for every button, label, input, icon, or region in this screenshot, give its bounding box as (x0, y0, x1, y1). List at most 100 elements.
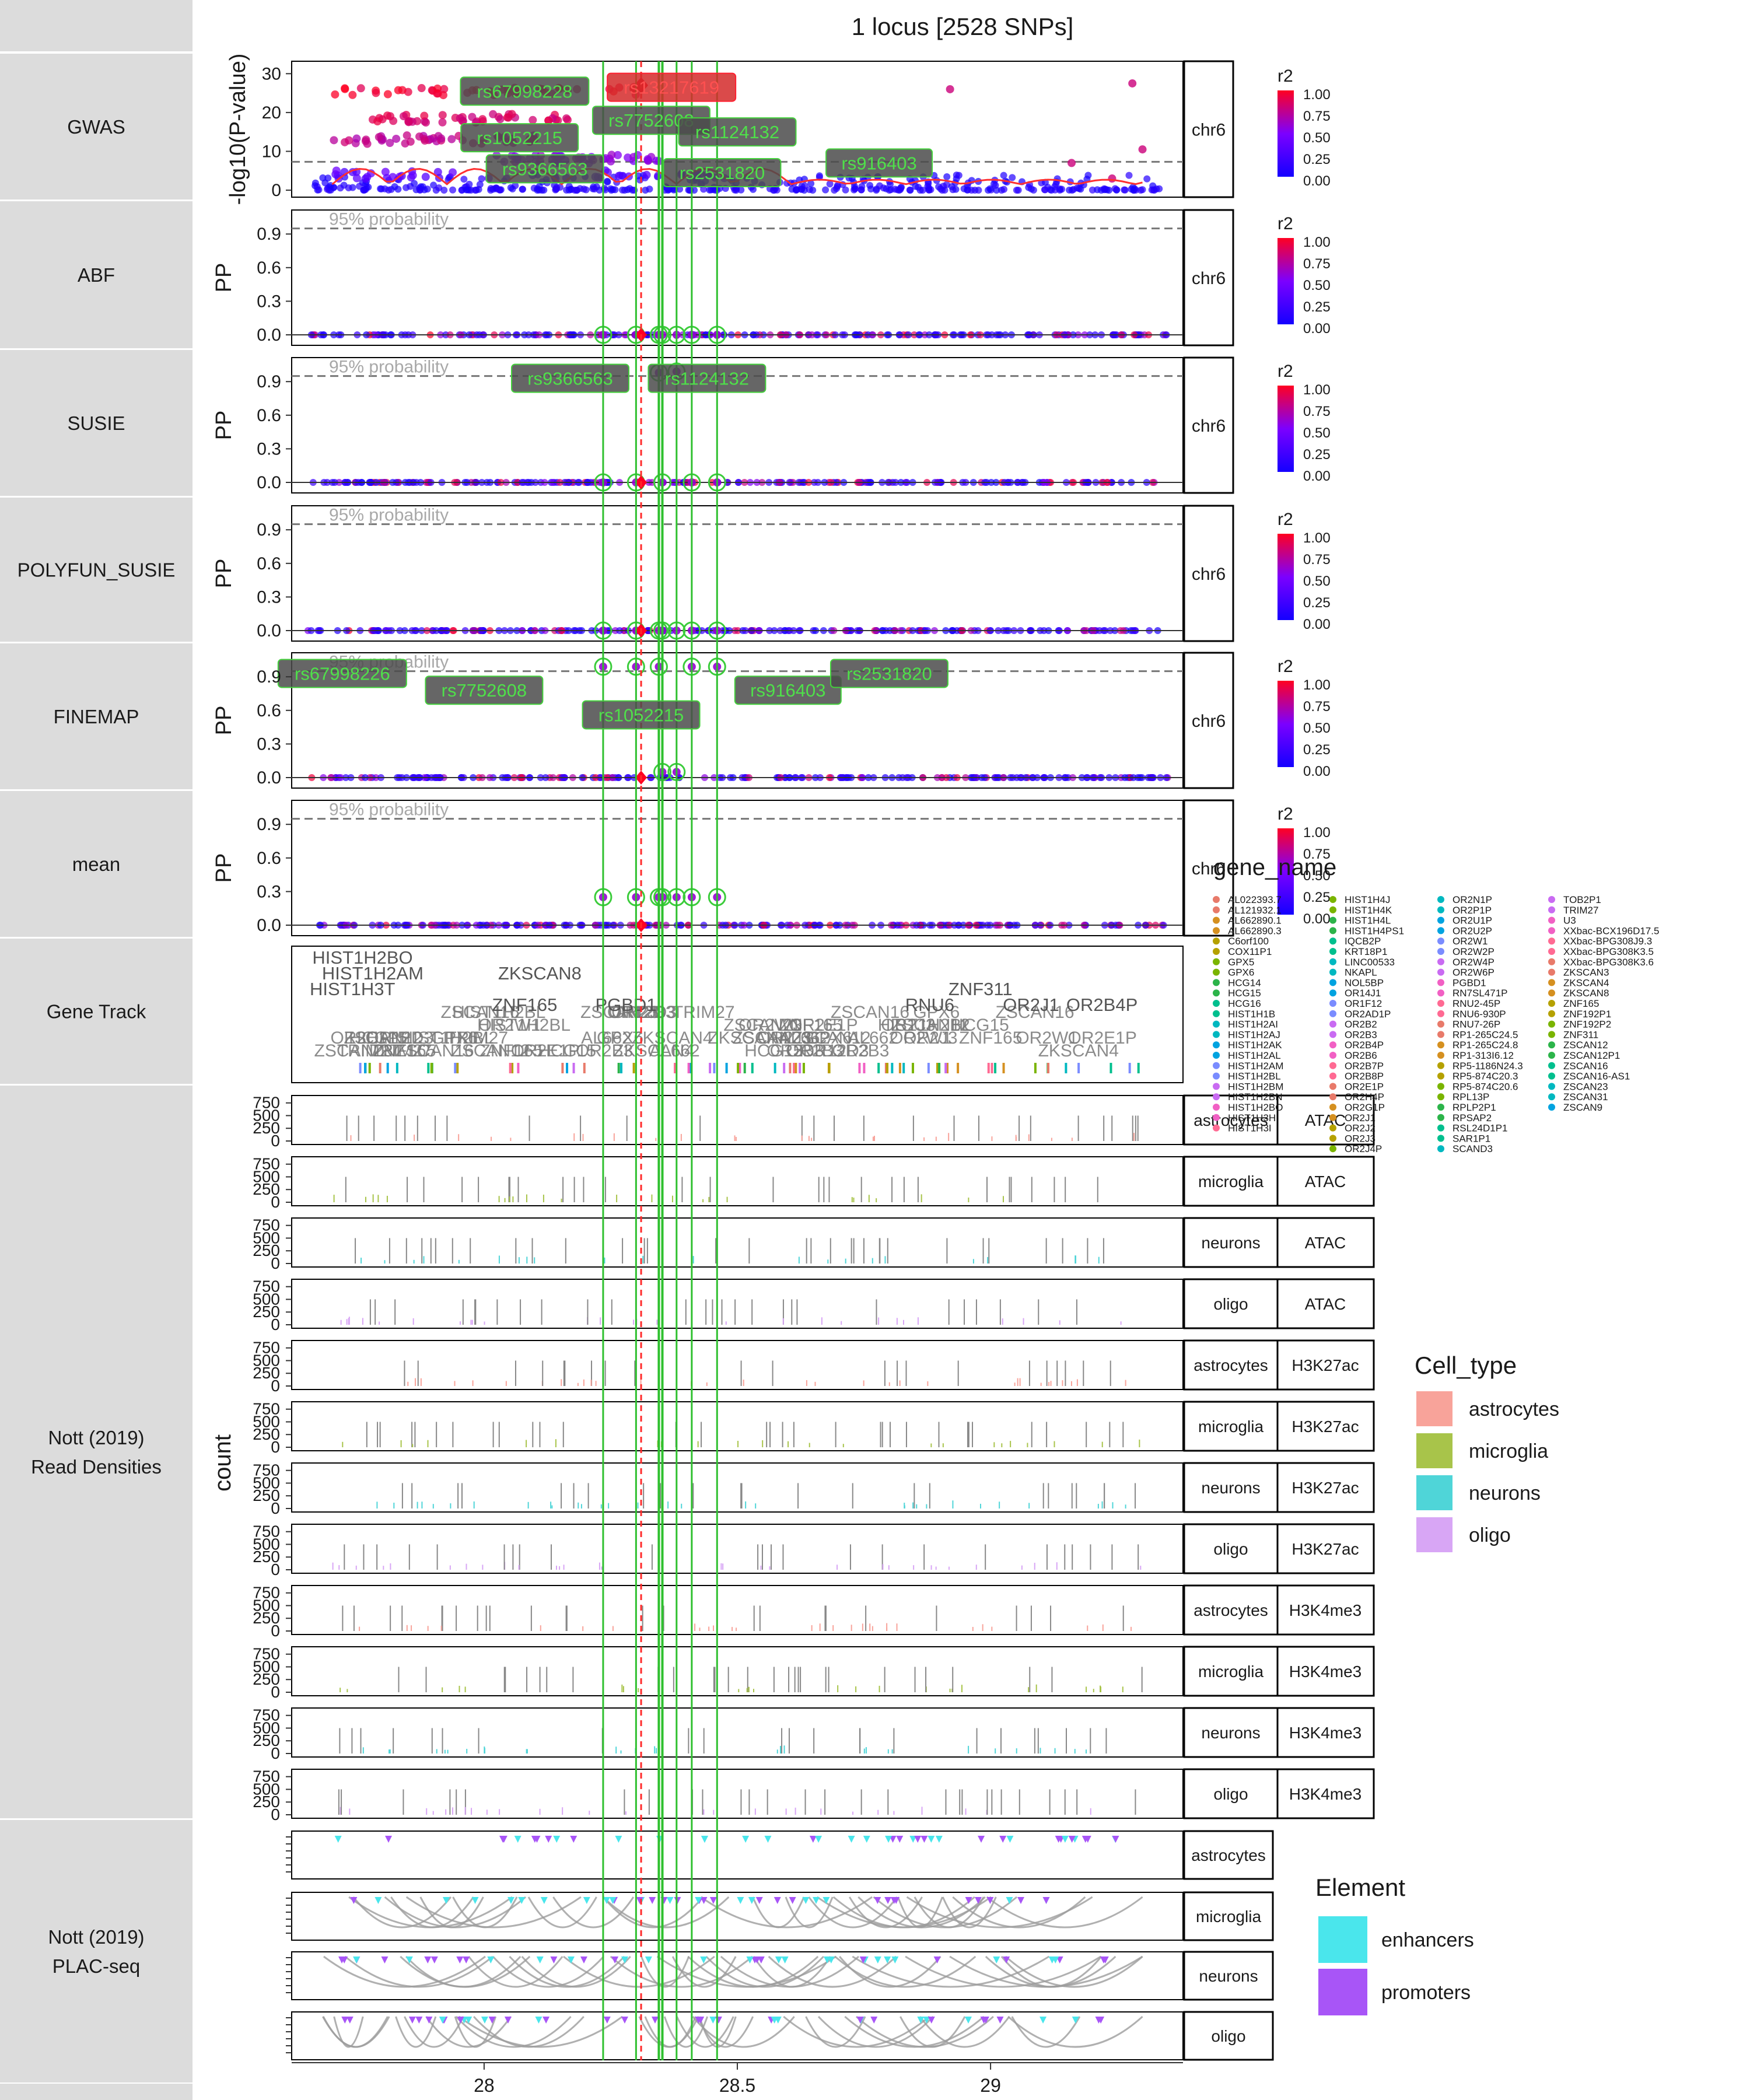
element-legend-key (1318, 1969, 1367, 2015)
density-assay-label: ATAC (1305, 1172, 1346, 1191)
gene-name-legend-key (1437, 1135, 1444, 1142)
gwas-point (642, 170, 651, 179)
r2-legend-title: r2 (1278, 804, 1293, 824)
gene-name-legend-key (1437, 1010, 1444, 1017)
gwas-point (319, 174, 327, 181)
gene-name-legend-label: ZKSCAN3 (1563, 967, 1609, 978)
gene-label-overlap: HIST1H2BL (400, 1028, 494, 1048)
plac-cell-label: neurons (1199, 1967, 1258, 1985)
gwas-snp-label: rs1124132 (695, 122, 779, 142)
plac-anchor (1040, 2017, 1047, 2024)
pp-y-axis-label: PP (212, 559, 236, 589)
plac-anchor (917, 2017, 925, 2024)
gene-name-legend-key (1329, 896, 1336, 903)
gene-name-legend-label: TOB2P1 (1563, 894, 1601, 905)
gene-name-legend-key (1437, 916, 1444, 924)
plac-anchor (567, 1957, 575, 1964)
plac-anchor (742, 1836, 750, 1843)
row-label: PLAC-seq (52, 1955, 140, 1977)
gwas-point (337, 184, 344, 192)
gwas-point (769, 186, 777, 194)
plac-arc (985, 1955, 1116, 1988)
gwas-point (842, 186, 849, 194)
plac-anchor (874, 1897, 881, 1904)
pp-y-tick-label: 0.3 (257, 882, 281, 901)
density-assay-strip (1276, 1462, 1375, 1513)
gwas-point (345, 184, 352, 192)
gwas-point (433, 84, 442, 93)
gene-name-legend-label: XXbac-BPG308K3.6 (1563, 957, 1654, 968)
gene-name-legend-key (1437, 1145, 1444, 1153)
density-panel-frame (291, 1095, 1184, 1145)
gene-name-legend-key (1213, 1062, 1220, 1069)
density-y-tick-label: 500 (253, 1657, 280, 1675)
gene-name-legend-label: OR2G1P (1345, 1102, 1385, 1113)
gwas-point (562, 114, 571, 123)
plac-anchor (928, 1836, 935, 1843)
r2-legend-tick: 0.50 (1303, 720, 1331, 736)
plac-arc (687, 1955, 819, 1988)
gwas-point (496, 186, 503, 194)
pp-y-tick-label: 0.3 (257, 439, 281, 459)
row-label: GWAS (67, 116, 125, 138)
density-y-tick-label: 500 (253, 1474, 280, 1492)
density-y-tick-label: 500 (253, 1535, 280, 1553)
gwas-y-tick-label: 0 (271, 181, 281, 200)
plac-anchor (774, 1897, 781, 1904)
plac-anchor (856, 2017, 864, 2024)
gwas-point (438, 118, 447, 127)
r2-legend-tick: 0.75 (1303, 552, 1331, 568)
gene-name-legend-key (1329, 958, 1336, 965)
gene-label-overlap: ZSCAN12 (891, 1016, 970, 1035)
plac-anchor (621, 1957, 628, 1964)
gene-name-legend-label: HIST1H2AM (1228, 1060, 1283, 1072)
gene-name-legend-key (1437, 979, 1444, 986)
gene-label: ZNF165 (492, 995, 557, 1015)
r2-legend-bar (1278, 828, 1294, 915)
gwas-point (1014, 186, 1022, 194)
plac-arc (458, 2015, 623, 2048)
gwas-point (478, 175, 485, 183)
row-strip (0, 791, 192, 937)
gene-name-legend-key (1548, 989, 1555, 997)
r2-legend-tick: 0.25 (1303, 742, 1331, 758)
gene-name-legend-label: OR2W6P (1452, 967, 1494, 978)
density-cell-strip (1183, 1094, 1279, 1146)
density-y-tick-label: 0 (271, 1744, 280, 1762)
density-cell-strip (1183, 1462, 1279, 1513)
gene-name-legend-label: ZSCAN16-AS1 (1563, 1071, 1630, 1082)
gene-name-legend-label: OR2AD1P (1345, 1009, 1391, 1020)
cell-type-legend-key (1416, 1433, 1452, 1468)
density-y-tick-label: 500 (253, 1412, 280, 1430)
density-assay-label: ATAC (1305, 1295, 1346, 1313)
plac-arc (752, 1896, 805, 1929)
gwas-point (363, 173, 372, 181)
density-assay-label: H3K27ac (1292, 1479, 1359, 1497)
gene-name-legend-label: OR2B8P (1345, 1071, 1384, 1082)
gene-name-legend-label: RP5-874C20.6 (1452, 1081, 1518, 1092)
plac-anchor (1052, 1957, 1059, 1964)
gene-name-legend-label: HIST1H2AL (1228, 1050, 1281, 1061)
plac-anchor (813, 1897, 820, 1904)
plac-anchor (425, 2017, 433, 2024)
plac-anchor (471, 1897, 479, 1904)
gene-name-legend-label: OR2B3 (1345, 1029, 1377, 1040)
density-y-tick-label: 750 (253, 1339, 280, 1357)
gwas-point (440, 186, 448, 194)
density-assay-label: H3K4me3 (1289, 1601, 1362, 1619)
gene-name-legend-key (1437, 906, 1444, 914)
gwas-point (440, 85, 449, 93)
gene-name-legend-key (1329, 906, 1336, 914)
plac-arc (914, 1896, 985, 1929)
plac-cell-strip (1183, 1830, 1274, 1880)
density-assay-label: H3K4me3 (1289, 1724, 1362, 1742)
plac-anchor (921, 1836, 928, 1843)
r2-legend-tick: 0.75 (1303, 846, 1331, 862)
plac-anchor (514, 1836, 522, 1843)
plac-anchor (463, 1957, 470, 1964)
row-strip-blank (0, 2084, 192, 2100)
gene-name-legend-key (1329, 1041, 1336, 1049)
plac-arc (552, 1896, 635, 1929)
gene-name-legend-key (1213, 979, 1220, 986)
gene-name-legend-key (1329, 1083, 1336, 1090)
